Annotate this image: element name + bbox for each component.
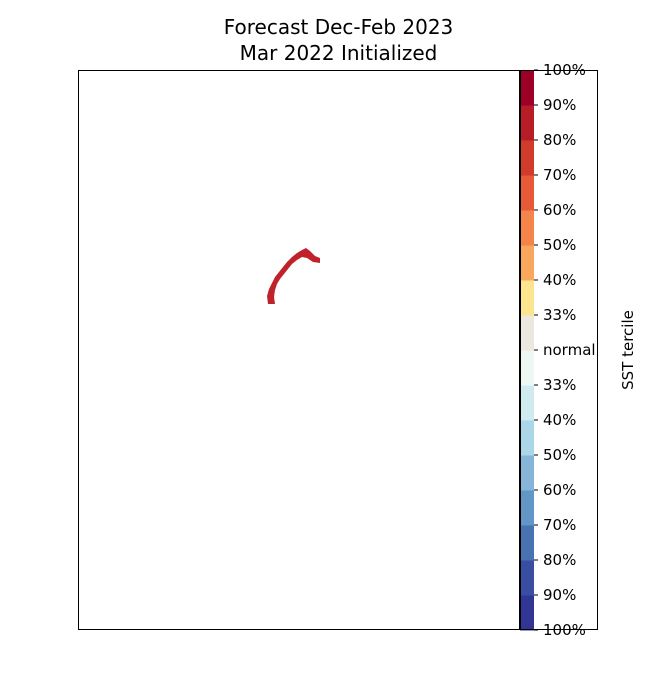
colorbar-segment [520, 70, 534, 106]
anomaly-region [267, 248, 320, 304]
colorbar-segment [520, 420, 534, 456]
colorbar-tick-label: 80% [543, 131, 576, 149]
colorbar: 100%90%80%70%60%50%40%33%normal33%40%50%… [520, 61, 596, 639]
colorbar-tick-label: 90% [543, 96, 576, 114]
colorbar-tick-label: 80% [543, 551, 576, 569]
colorbar-outline [520, 70, 598, 630]
map-frame [78, 70, 520, 630]
colorbar-tick-label: 40% [543, 411, 576, 429]
anomaly-regions [267, 248, 320, 304]
colorbar-tick-label: 33% [543, 306, 576, 324]
colorbar-segment [520, 245, 534, 281]
colorbar-segment [520, 385, 534, 421]
colorbar-segment [520, 595, 534, 631]
colorbar-tick-label: 60% [543, 481, 576, 499]
colorbar-label: SST tercile [619, 310, 637, 390]
colorbar-tick-label: 33% [543, 376, 576, 394]
colorbar-tick-label: 90% [543, 586, 576, 604]
colorbar-tick-label: 70% [543, 166, 576, 184]
colorbar-segment [520, 175, 534, 211]
chart-title: Forecast Dec-Feb 2023 [223, 15, 454, 39]
colorbar-segment [520, 490, 534, 526]
colorbar-segment [520, 210, 534, 246]
colorbar-tick-label: 50% [543, 236, 576, 254]
colorbar-segment [520, 455, 534, 491]
colorbar-tick-label: normal [543, 341, 596, 359]
colorbar-segment [520, 105, 534, 141]
colorbar-segment [520, 350, 534, 386]
colorbar-tick-label: 70% [543, 516, 576, 534]
colorbar-tick-label: 60% [543, 201, 576, 219]
colorbar-segment [520, 315, 534, 351]
colorbar-segment [520, 525, 534, 561]
colorbar-segment [520, 280, 534, 316]
colorbar-tick-label: 50% [543, 446, 576, 464]
colorbar-tick-label: 40% [543, 271, 576, 289]
colorbar-segment [520, 140, 534, 176]
chart-subtitle: Mar 2022 Initialized [239, 41, 438, 65]
colorbar-segment [520, 560, 534, 596]
